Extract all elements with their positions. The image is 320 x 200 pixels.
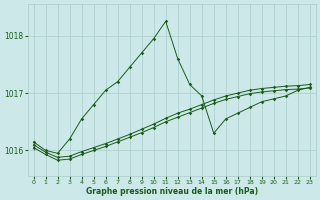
X-axis label: Graphe pression niveau de la mer (hPa): Graphe pression niveau de la mer (hPa)	[86, 187, 258, 196]
